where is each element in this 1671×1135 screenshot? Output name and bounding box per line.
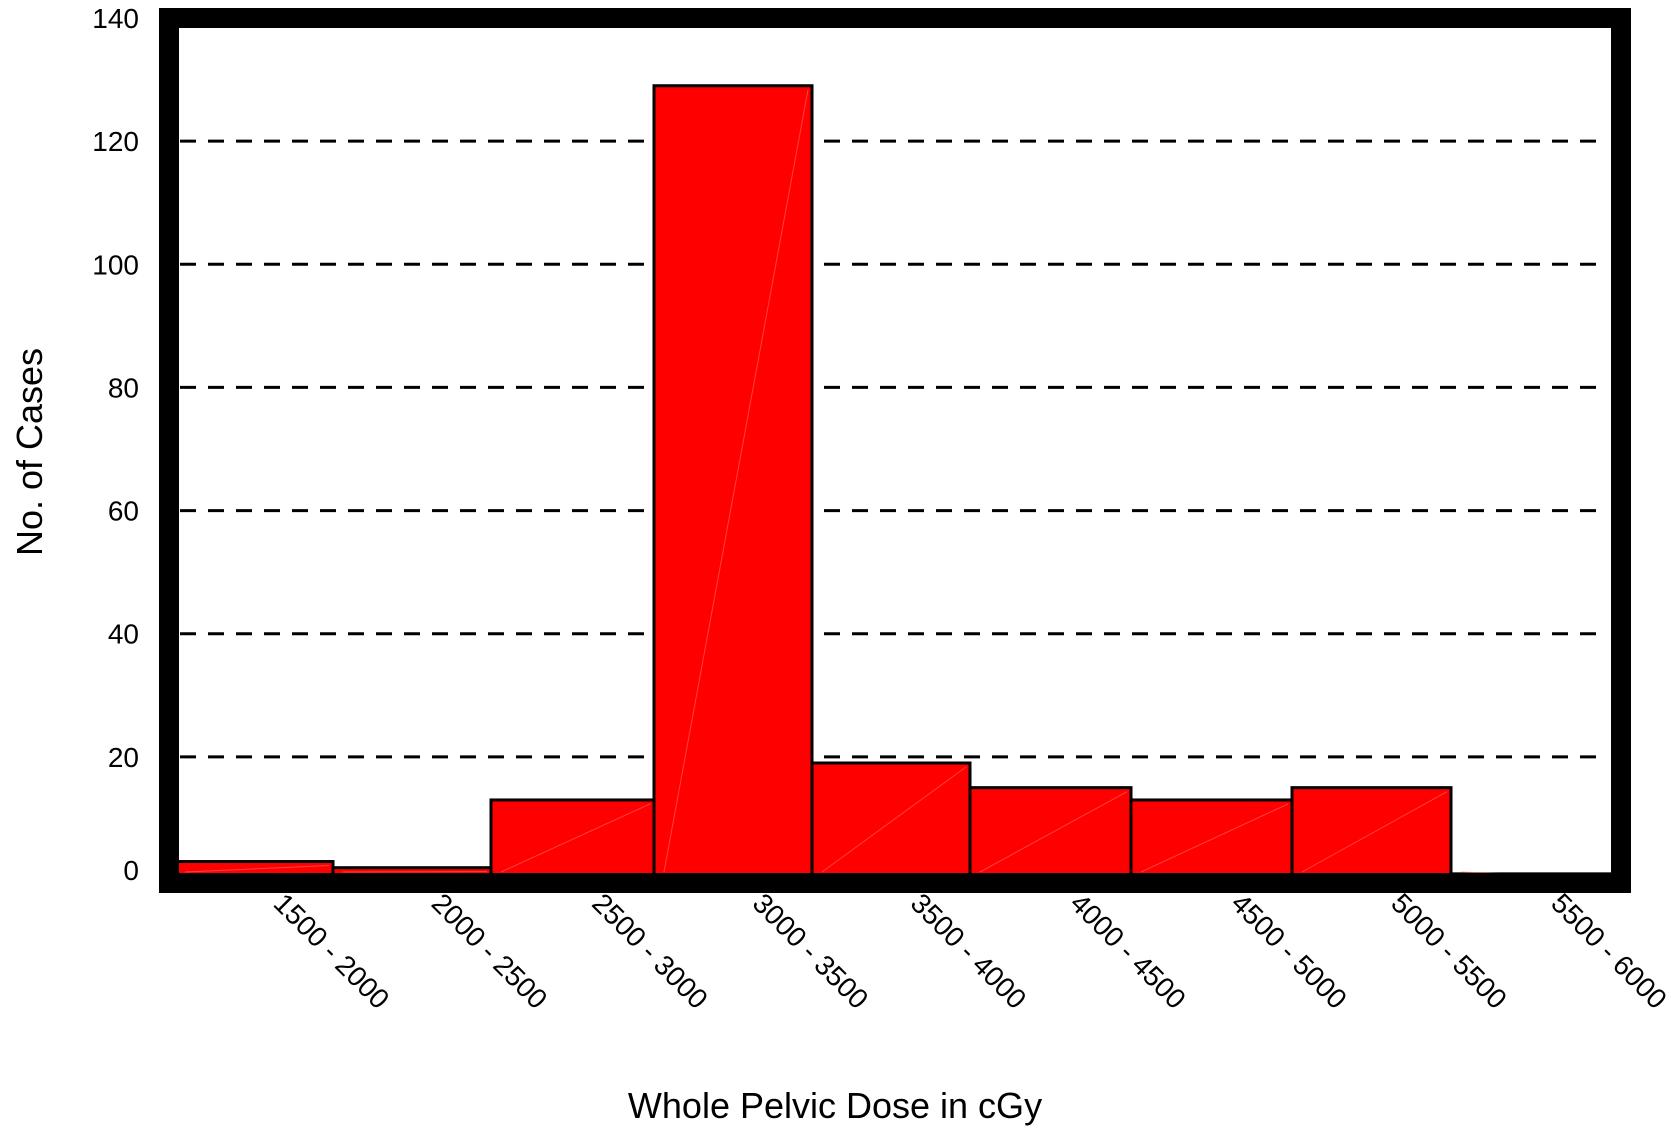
bar bbox=[1129, 798, 1294, 882]
bar-diagonal bbox=[979, 791, 1128, 873]
bar bbox=[489, 798, 656, 882]
bar-diagonal bbox=[1301, 791, 1448, 873]
y-tick-label: 140 bbox=[92, 3, 139, 34]
y-tick-label: 80 bbox=[108, 372, 139, 403]
y-tick-label: 120 bbox=[92, 126, 139, 157]
bars bbox=[173, 84, 1614, 882]
y-tick-label: 20 bbox=[108, 742, 139, 773]
y-tick-label: 100 bbox=[92, 249, 139, 280]
bar-diagonal bbox=[1140, 803, 1289, 873]
bar-diagonal bbox=[500, 803, 651, 873]
y-tick-label: 0 bbox=[123, 855, 139, 886]
bar-diagonal bbox=[663, 89, 809, 873]
grid-lines bbox=[180, 139, 1606, 759]
y-axis-title: No. of Cases bbox=[9, 348, 50, 556]
plot-frame bbox=[159, 8, 1631, 893]
bar-diagonal bbox=[184, 865, 330, 873]
x-axis-title: Whole Pelvic Dose in cGy bbox=[628, 1085, 1042, 1126]
bar bbox=[652, 84, 814, 882]
y-tick-labels: 0 20 40 60 80 100 120 140 bbox=[92, 3, 139, 886]
y-tick-label: 40 bbox=[108, 619, 139, 650]
bar-diagonal bbox=[821, 766, 967, 873]
y-tick-label: 60 bbox=[108, 496, 139, 527]
